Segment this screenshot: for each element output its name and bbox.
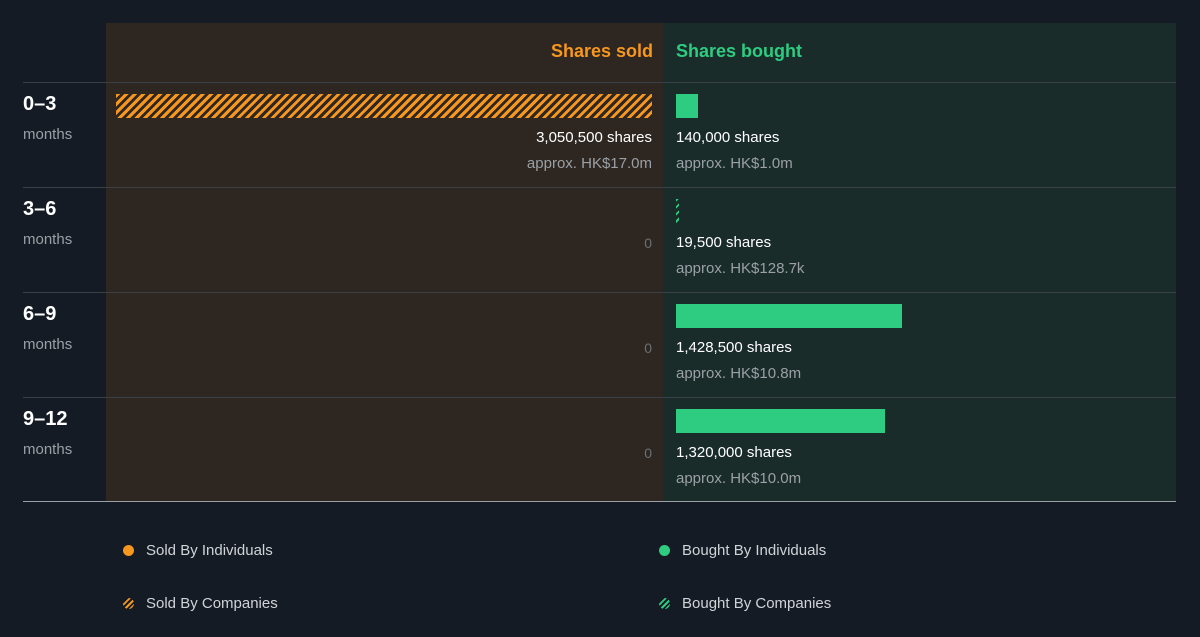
bought-bar	[676, 94, 698, 118]
shares-sold-header: Shares sold	[550, 41, 653, 61]
sold-zero-value: 0	[644, 445, 652, 461]
bought-approx-value: approx. HK$1.0m	[676, 155, 793, 172]
sold-zero-value: 0	[644, 235, 652, 251]
bought-approx-value: approx. HK$10.8m	[676, 365, 802, 382]
bought-bar	[676, 199, 679, 223]
sold-bar	[116, 94, 652, 118]
row-divider	[23, 187, 1176, 188]
bought-bar	[676, 409, 885, 433]
chart-bottom-divider	[23, 501, 1176, 502]
legend-bought-individuals: Bought By Individuals	[682, 542, 827, 559]
bought-shares-value: 1,428,500 shares	[676, 339, 792, 356]
header-divider	[23, 82, 1176, 83]
period-unit: months	[23, 231, 73, 248]
sold-approx-value: approx. HK$17.0m	[526, 155, 652, 172]
bought-approx-value: approx. HK$128.7k	[676, 260, 805, 277]
sold-zero-value: 0	[644, 340, 652, 356]
period-label: 0–3	[23, 93, 57, 115]
legend-sold-companies: Sold By Companies	[146, 595, 278, 612]
period-label: 9–12	[23, 408, 68, 430]
period-unit: months	[23, 336, 73, 353]
period-label: 6–9	[23, 303, 57, 325]
sold-individuals-legend-icon	[123, 545, 134, 556]
sold-companies-legend-icon	[123, 598, 134, 609]
shares-bought-header: Shares bought	[676, 41, 803, 61]
row-divider	[23, 397, 1176, 398]
legend-bought-companies: Bought By Companies	[682, 595, 832, 612]
bought-companies-legend-icon	[659, 598, 670, 609]
period-unit: months	[23, 126, 73, 143]
bought-individuals-legend-icon	[659, 545, 670, 556]
bought-bar	[676, 304, 902, 328]
bought-shares-value: 19,500 shares	[676, 234, 772, 251]
bought-approx-value: approx. HK$10.0m	[676, 470, 802, 487]
bought-shares-value: 140,000 shares	[676, 129, 780, 146]
period-label: 3–6	[23, 198, 57, 220]
sold-shares-value: 3,050,500 shares	[536, 129, 652, 146]
bought-shares-value: 1,320,000 shares	[676, 444, 792, 461]
period-unit: months	[23, 441, 73, 458]
legend-sold-individuals: Sold By Individuals	[146, 542, 273, 559]
row-divider	[23, 292, 1176, 293]
